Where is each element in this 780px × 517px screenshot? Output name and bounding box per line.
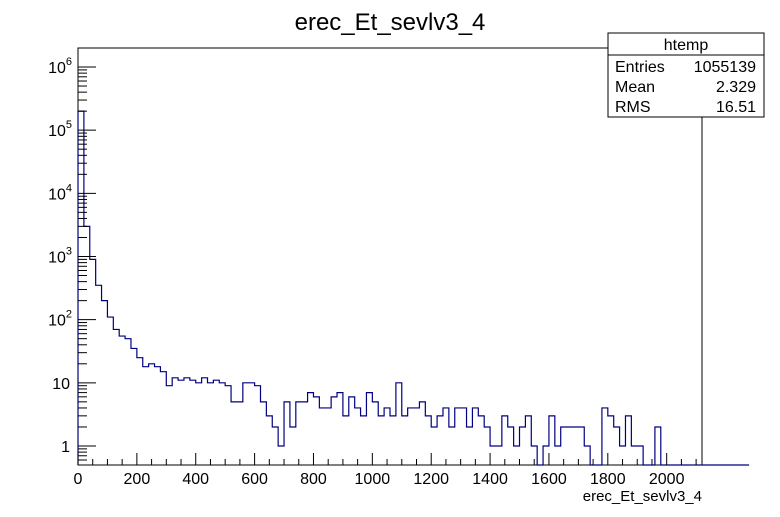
x-tick-label: 0 — [74, 471, 83, 488]
stats-entries-value: 1055139 — [694, 59, 756, 76]
x-tick-label: 2000 — [649, 471, 685, 488]
stats-box: htemp Entries 1055139 Mean 2.329 RMS 16.… — [607, 32, 765, 118]
x-tick-label: 800 — [300, 471, 327, 488]
y-tick-label: 105 — [48, 119, 72, 140]
x-tick-label: 1200 — [413, 471, 449, 488]
x-tick-label: 1000 — [355, 471, 391, 488]
x-tick-label: 1600 — [531, 471, 567, 488]
stats-mean-value: 2.329 — [716, 79, 756, 96]
x-tick-label: 1400 — [472, 471, 508, 488]
y-tick-label: 102 — [48, 309, 72, 330]
y-tick-label: 106 — [48, 56, 72, 77]
y-tick-label: 103 — [48, 246, 72, 267]
stats-entries-label: Entries — [615, 59, 665, 76]
x-tick-label: 400 — [182, 471, 209, 488]
y-axis: 1 10 102 103 104 105 106 — [48, 47, 96, 466]
chart-title: erec_Et_sevlv3_4 — [295, 9, 486, 36]
x-axis: 0 200 400 600 800 1000 1200 1400 1600 1800 2000 — [74, 453, 697, 488]
y-tick-label: 104 — [48, 182, 72, 203]
stats-mean-label: Mean — [615, 79, 655, 96]
stats-title: htemp — [664, 37, 709, 54]
x-tick-label: 600 — [241, 471, 268, 488]
y-tick-label: 10 — [52, 376, 70, 393]
y-tick-label: 1 — [61, 439, 70, 456]
x-axis-title: erec_Et_sevlv3_4 — [583, 488, 702, 505]
histogram-line — [77, 110, 750, 466]
stats-rms-value: 16.51 — [716, 99, 756, 116]
x-tick-label: 200 — [124, 471, 151, 488]
stats-rms-label: RMS — [615, 99, 651, 116]
x-tick-label: 1800 — [590, 471, 626, 488]
